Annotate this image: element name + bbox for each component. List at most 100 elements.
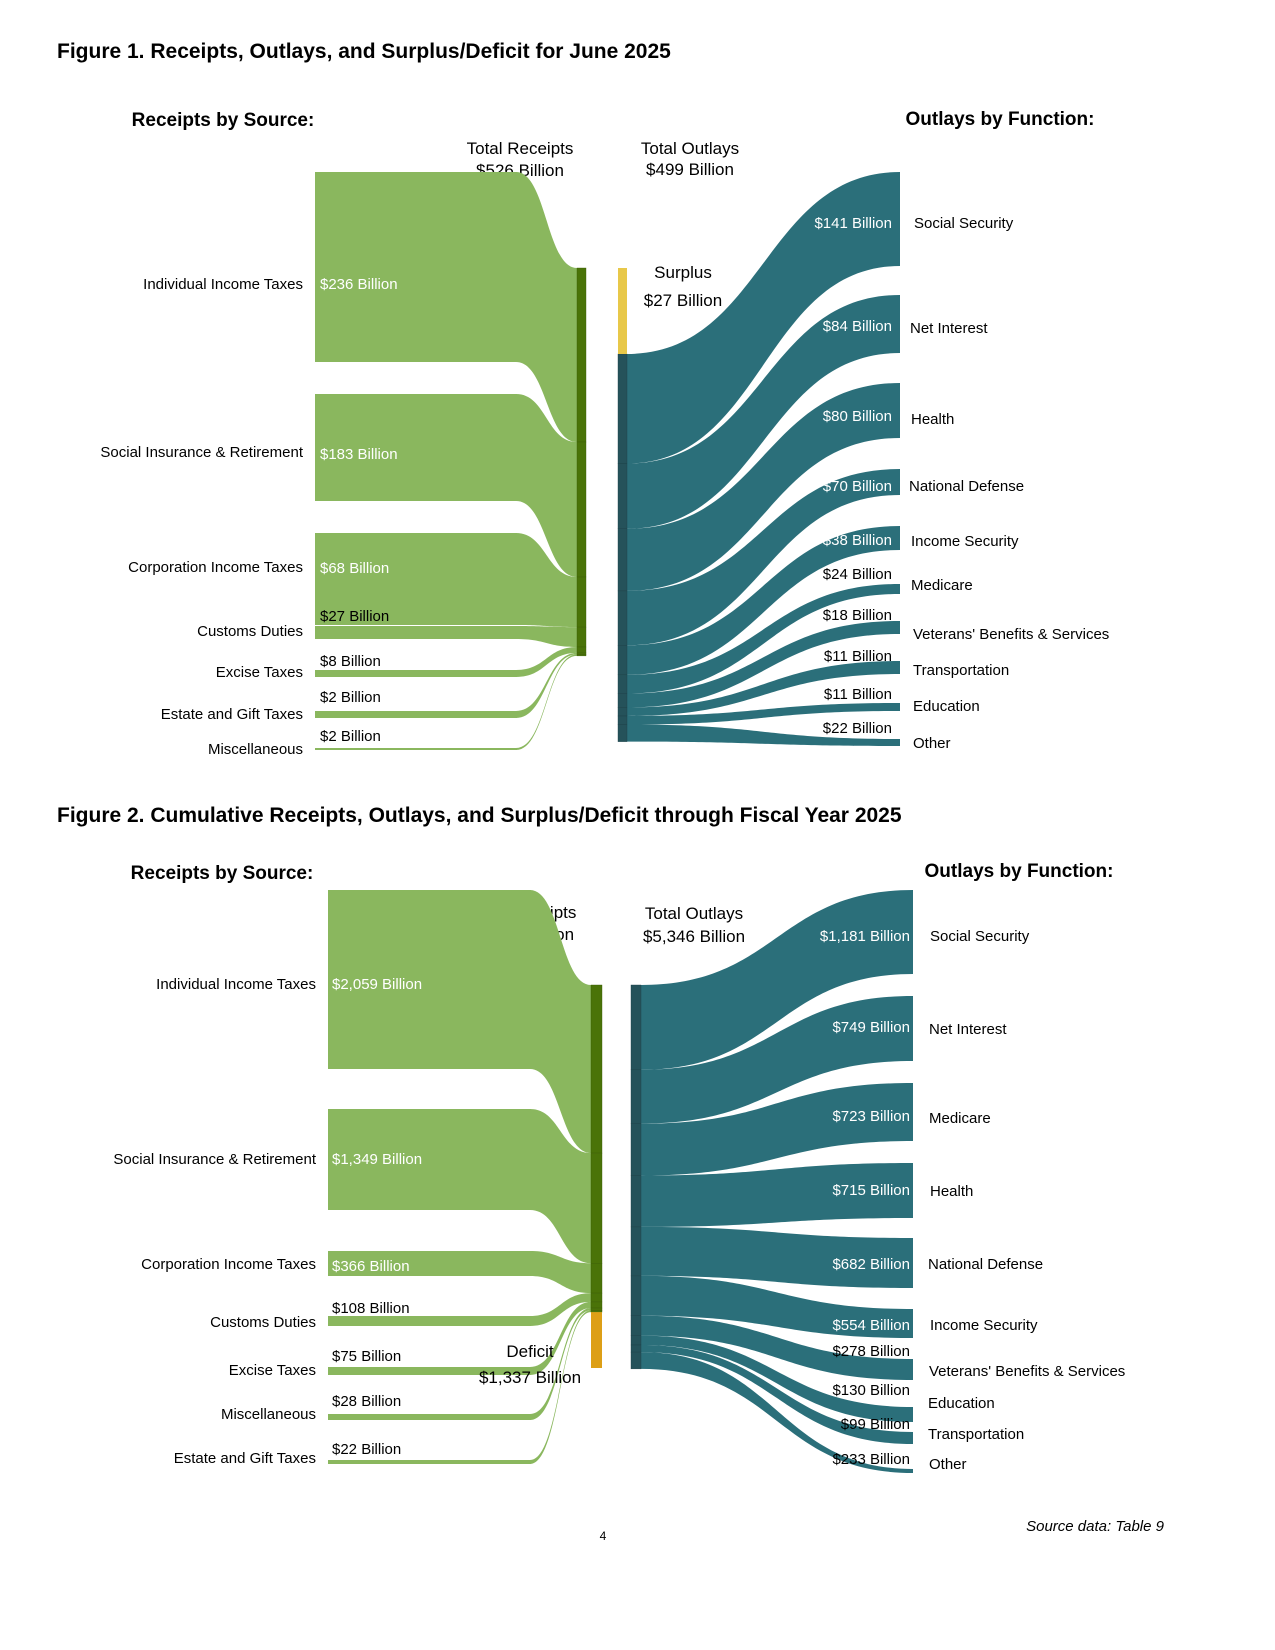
receipt-flow-excise-taxes	[516, 647, 577, 677]
outlay-name-transportation: Transportation	[913, 662, 1009, 679]
receipt-value-individual-income-taxes: $236 Billion	[320, 276, 398, 293]
receipt-bar-segment-individual-income-taxes	[576, 267, 587, 443]
receipt-value-estate-and-gift-taxes: $22 Billion	[332, 1441, 401, 1458]
outlay-value-national-defense: $682 Billion	[832, 1256, 910, 1273]
outlay-flow-health	[627, 383, 900, 591]
outlay-value-social-security: $141 Billion	[814, 215, 892, 232]
outlay-name-other: Other	[913, 735, 951, 752]
receipt-flow-estate-and-gift-taxes	[530, 1310, 591, 1464]
receipt-node-miscellaneous	[315, 748, 517, 750]
outlay-flow-transportation	[627, 661, 900, 716]
receipts-heading: Receipts by Source:	[132, 110, 315, 131]
deficit-bar	[591, 1312, 602, 1368]
outlay-name-net-interest: Net Interest	[929, 1021, 1007, 1038]
receipt-name-customs-duties: Customs Duties	[210, 1314, 316, 1331]
outlay-value-income-security: $38 Billion	[823, 532, 892, 549]
outlay-bar-segment-health	[630, 1175, 642, 1228]
outlay-name-education: Education	[913, 698, 980, 715]
receipt-node-customs-duties	[328, 1316, 531, 1326]
outlay-name-social-security: Social Security	[914, 215, 1014, 232]
receipt-bar-segment-social-insurance-retirement	[590, 1152, 603, 1264]
outlay-name-medicare: Medicare	[929, 1110, 991, 1127]
outlay-bar-segment-education	[630, 1335, 642, 1346]
outlay-flow-national-defense	[641, 1226, 913, 1288]
outlay-name-medicare: Medicare	[911, 577, 973, 594]
outlay-flow-transportation	[641, 1345, 913, 1444]
outlay-bar-segment-transportation	[617, 707, 628, 717]
receipt-name-corporation-income-taxes: Corporation Income Taxes	[141, 1256, 316, 1273]
outlay-flow-net-interest	[627, 295, 900, 529]
total-outlays-label: Total Outlays	[641, 139, 739, 158]
outlay-name-other: Other	[929, 1456, 967, 1473]
receipt-flow-customs-duties	[530, 1293, 591, 1326]
receipt-value-social-insurance-retirement: $183 Billion	[320, 446, 398, 463]
outlay-flow-health	[641, 1163, 913, 1227]
receipt-node-social-insurance-retirement	[315, 394, 517, 501]
receipt-value-customs-duties: $27 Billion	[320, 608, 389, 625]
receipt-value-excise-taxes: $8 Billion	[320, 653, 381, 670]
total-outlays-value: $499 Billion	[646, 160, 734, 179]
receipt-node-excise-taxes	[315, 670, 517, 677]
receipt-node-individual-income-taxes	[315, 172, 517, 362]
outlay-bar-segment-social-security	[630, 984, 642, 1071]
outlay-bar-segment-medicare	[617, 674, 628, 694]
receipt-value-individual-income-taxes: $2,059 Billion	[332, 976, 422, 993]
receipt-name-social-insurance-retirement: Social Insurance & Retirement	[100, 444, 303, 461]
receipt-name-excise-taxes: Excise Taxes	[229, 1362, 316, 1379]
balance-value: $1,337 Billion	[479, 1368, 581, 1387]
outlay-flow-medicare	[641, 1083, 913, 1176]
outlay-bar-segment-education	[617, 715, 628, 725]
receipt-bar-segment-estate-and-gift-taxes	[576, 652, 587, 655]
outlay-flow-veterans-benefits-services	[641, 1315, 913, 1380]
receipt-flow-customs-duties	[516, 626, 577, 648]
receipt-value-miscellaneous: $28 Billion	[332, 1393, 401, 1410]
figure-title: Figure 2. Cumulative Receipts, Outlays, …	[57, 804, 902, 827]
receipt-bar-segment-miscellaneous	[576, 654, 587, 657]
outlay-value-other: $22 Billion	[823, 720, 892, 737]
receipt-bar-segment-customs-duties	[576, 626, 587, 648]
receipt-name-miscellaneous: Miscellaneous	[208, 741, 303, 758]
outlay-value-medicare: $24 Billion	[823, 566, 892, 583]
outlay-flow-other	[641, 1352, 913, 1473]
receipt-node-corporation-income-taxes	[328, 1251, 531, 1276]
receipts-heading: Receipts by Source:	[131, 863, 314, 884]
outlay-value-national-defense: $70 Billion	[823, 478, 892, 495]
receipt-name-social-insurance-retirement: Social Insurance & Retirement	[113, 1151, 316, 1168]
receipt-flow-miscellaneous	[530, 1308, 591, 1420]
outlay-bar-segment-veterans-benefits-services	[617, 693, 628, 708]
receipt-node-miscellaneous	[328, 1414, 531, 1420]
receipt-node-estate-and-gift-taxes	[328, 1460, 531, 1464]
outlay-value-net-interest: $749 Billion	[832, 1019, 910, 1036]
outlay-flow-social-security	[641, 890, 913, 1070]
receipt-value-social-insurance-retirement: $1,349 Billion	[332, 1151, 422, 1168]
figure-1: Figure 1. Receipts, Outlays, and Surplus…	[57, 40, 1109, 758]
outlay-value-social-security: $1,181 Billion	[820, 928, 910, 945]
receipt-flow-social-insurance-retirement	[530, 1109, 591, 1264]
receipt-value-customs-duties: $108 Billion	[332, 1300, 410, 1317]
outlay-name-income-security: Income Security	[911, 533, 1019, 550]
outlay-name-education: Education	[928, 1395, 995, 1412]
outlay-value-education: $11 Billion	[824, 686, 892, 703]
outlay-flow-medicare	[627, 584, 900, 694]
receipt-value-miscellaneous: $2 Billion	[320, 728, 381, 745]
receipt-flow-corporation-income-taxes	[530, 1251, 591, 1294]
receipt-bar-segment-estate-and-gift-taxes	[590, 1310, 603, 1313]
receipt-flow-excise-taxes	[530, 1301, 591, 1375]
receipt-node-customs-duties	[315, 626, 517, 639]
receipt-flow-individual-income-taxes	[530, 890, 591, 1154]
receipt-node-individual-income-taxes	[328, 890, 531, 1069]
receipt-name-individual-income-taxes: Individual Income Taxes	[143, 276, 303, 293]
receipt-value-estate-and-gift-taxes: $2 Billion	[320, 689, 381, 706]
outlay-flow-net-interest	[641, 996, 913, 1124]
outlay-value-health: $80 Billion	[823, 408, 892, 425]
outlay-value-veterans-benefits-services: $278 Billion	[832, 1343, 910, 1360]
outlay-name-health: Health	[911, 411, 954, 428]
receipt-value-corporation-income-taxes: $366 Billion	[332, 1258, 410, 1275]
outlay-value-net-interest: $84 Billion	[823, 318, 892, 335]
receipt-name-excise-taxes: Excise Taxes	[216, 664, 303, 681]
outlay-flow-education	[641, 1335, 913, 1422]
receipt-flow-corporation-income-taxes	[516, 533, 577, 628]
balance-value: $27 Billion	[644, 291, 722, 310]
outlay-bar-segment-veterans-benefits-services	[630, 1315, 642, 1336]
